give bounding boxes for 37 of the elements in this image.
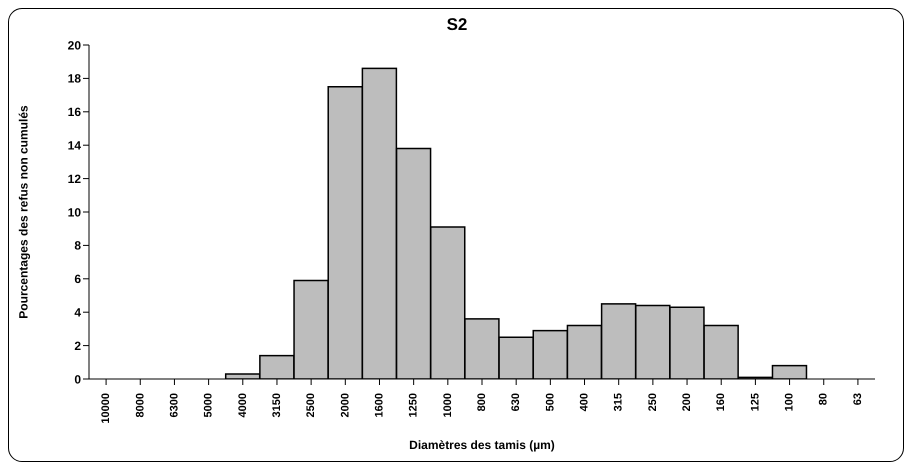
x-tick-label: 10000	[100, 393, 112, 424]
x-tick-label: 800	[476, 393, 488, 412]
y-tick-label: 0	[74, 372, 82, 386]
x-tick-label: 125	[749, 393, 762, 412]
y-tick-label: 16	[68, 105, 82, 120]
y-axis-title: Pourcentages des refus non cumulés	[16, 104, 30, 319]
x-tick-label: 630	[510, 393, 522, 412]
x-tick-label: 1600	[373, 393, 386, 418]
x-tick-label: 6300	[168, 393, 180, 418]
x-tick-label: 100	[784, 393, 796, 412]
x-tick-label: 400	[578, 393, 591, 412]
y-tick-label: 10	[68, 205, 82, 220]
y-tick-label: 4	[74, 305, 82, 320]
x-tick-label: 63	[852, 393, 864, 406]
y-tick-label: 20	[68, 38, 82, 52]
x-tick-label: 8000	[134, 393, 146, 418]
y-tick-label: 2	[74, 338, 82, 353]
x-tick-label: 500	[544, 393, 556, 412]
x-tick-label: 1250	[408, 393, 420, 418]
x-tick-label: 315	[612, 393, 625, 412]
x-tick-label: 200	[681, 393, 694, 412]
x-tick-label: 5000	[202, 393, 215, 418]
x-tick-label: 2500	[305, 393, 318, 418]
y-tick-label: 18	[68, 72, 82, 86]
x-tick-label: 250	[646, 393, 659, 412]
x-tick-label: 1000	[442, 393, 454, 418]
y-tick-label: 12	[68, 172, 82, 186]
y-tick-label: 6	[74, 272, 82, 286]
y-tick-label: 14	[68, 138, 82, 152]
x-tick-label: 3150	[270, 393, 283, 418]
y-tick-label: 8	[74, 238, 82, 253]
x-tick-label: 2000	[339, 393, 352, 418]
x-axis-title: Diamètres des tamis (µm)	[409, 438, 555, 452]
x-tick-label: 80	[818, 393, 830, 406]
x-tick-label: 160	[715, 393, 728, 412]
x-tick-label: 4000	[236, 393, 249, 418]
chart-title: S2	[446, 15, 468, 35]
